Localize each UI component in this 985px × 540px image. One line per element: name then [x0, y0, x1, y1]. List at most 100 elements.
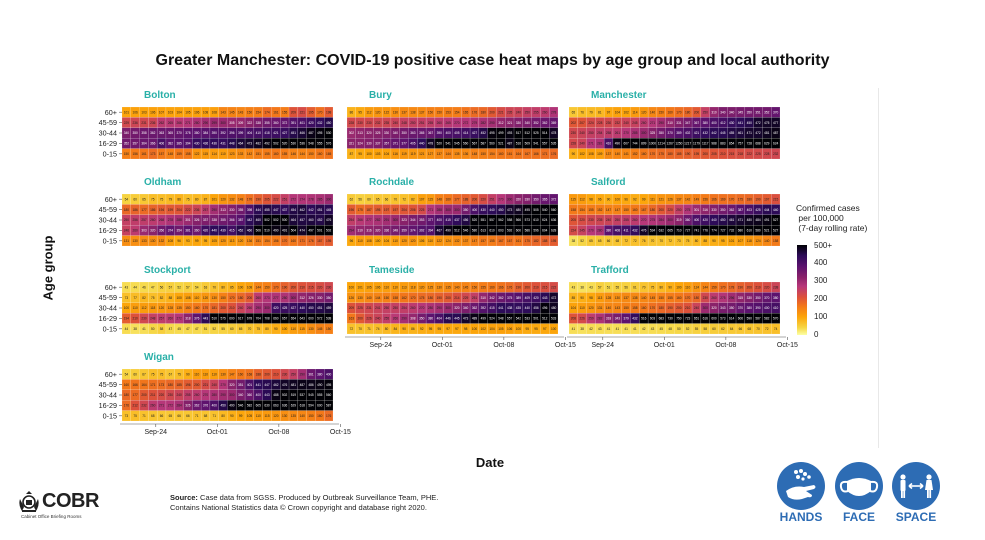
cell-value: 270 — [454, 121, 460, 125]
cell-value: 260 — [256, 296, 262, 300]
cell-value: 415 — [489, 306, 495, 310]
cell-value: 158 — [185, 152, 191, 156]
cell-value: 291 — [384, 218, 390, 222]
cell-value: 340 — [463, 306, 469, 310]
cell-value: 206 — [410, 208, 416, 212]
cell-value: 1214 — [658, 142, 665, 146]
cell-value: 256 — [133, 218, 139, 222]
cell-value: 510 — [212, 317, 218, 321]
cell-value: 200 — [676, 306, 682, 310]
cell-value: 147 — [472, 239, 478, 243]
cell-value: 600 — [308, 317, 314, 321]
cell-value: 210 — [133, 317, 139, 321]
cell-value: 492 — [264, 142, 270, 146]
cell-value: 262 — [159, 121, 165, 125]
heatmap-salford: 115 112 98 96 90 100 96 92 99 111 121 126 137 142 149 1… — [568, 193, 781, 247]
cell-value: 362 — [194, 404, 200, 408]
cell-value: 338 — [256, 121, 262, 125]
heatmap-wigan: 54 60 67 75 75 67 75 90 110 110 110 130 147 160 168 188… — [99, 368, 351, 436]
cell-value: 90 — [274, 327, 278, 331]
cell-value: 275 — [650, 218, 656, 222]
cell-value: 557 — [542, 142, 548, 146]
cell-value: 70 — [651, 239, 655, 243]
face-mask-icon — [835, 462, 883, 510]
cell-value: 460 — [247, 229, 253, 233]
cell-value: 557 — [489, 218, 495, 222]
cell-value: 442 — [247, 218, 253, 222]
cell-value: 322 — [247, 121, 253, 125]
cell-value: 200 — [489, 110, 495, 114]
cell-value: 60 — [367, 197, 371, 201]
cell-value: 55 — [221, 327, 225, 331]
cell-value: 90 — [402, 327, 406, 331]
cell-value: 369 — [551, 121, 557, 125]
cell-value: 215 — [308, 285, 314, 289]
cell-value: 560 — [463, 142, 469, 146]
cell-value: 300 — [264, 306, 270, 310]
cell-value: 387 — [738, 208, 744, 212]
cell-value: 320 — [454, 306, 460, 310]
cell-value: 490 — [273, 229, 279, 233]
cell-value: 236 — [150, 121, 156, 125]
cell-value: 150 — [428, 110, 434, 114]
cell-value: 97 — [543, 327, 547, 331]
cell-value: 440 — [525, 306, 531, 310]
y-tick-label: 0-15 — [103, 236, 117, 245]
cell-value: 180 — [168, 383, 174, 387]
cell-value: 431 — [220, 142, 226, 146]
cell-value: 520 — [282, 142, 288, 146]
cell-value: 170 — [282, 239, 288, 243]
cell-value: 320 — [366, 131, 372, 135]
cell-value: 280 — [282, 296, 288, 300]
cell-value: 41 — [624, 327, 628, 331]
cell-value: 491 — [282, 229, 288, 233]
cell-value: 154 — [256, 110, 262, 114]
cell-value: 404 — [437, 317, 443, 321]
cell-value: 142 — [685, 197, 691, 201]
cell-value: 487 — [300, 383, 306, 387]
cell-value: 160 — [667, 110, 673, 114]
cell-value: 180 — [650, 208, 656, 212]
cell-value: 600 — [516, 229, 522, 233]
cell-value: 270 — [220, 383, 226, 387]
cell-value: 43 — [572, 285, 576, 289]
cell-value: 50 — [151, 327, 155, 331]
cell-value: 250 — [615, 218, 621, 222]
cell-value: 141 — [623, 152, 629, 156]
cell-value: 190 — [256, 197, 262, 201]
cell-value: 88 — [703, 239, 707, 243]
cell-value: 57 — [169, 285, 173, 289]
cell-value: 194 — [159, 208, 165, 212]
cell-value: 110 — [291, 327, 296, 331]
cell-value: 235 — [507, 110, 513, 114]
cell-value: 384 — [203, 131, 209, 135]
cell-value: 113 — [402, 285, 407, 289]
cell-value: 95 — [534, 327, 538, 331]
cell-value: 502 — [282, 393, 288, 397]
cell-value: 176 — [551, 152, 557, 156]
cell-value: 300 — [641, 131, 647, 135]
cell-value: 582 — [764, 317, 770, 321]
cell-value: 125 — [428, 285, 434, 289]
cell-value: 200 — [445, 296, 451, 300]
cell-value: 66 — [385, 197, 389, 201]
cell-value: 72 — [668, 239, 672, 243]
cell-value: 137 — [419, 110, 425, 114]
cell-value: 248 — [401, 121, 407, 125]
cell-value: 442 — [711, 131, 717, 135]
heatmap-cell — [183, 389, 193, 401]
cell-value: 390 — [437, 131, 443, 135]
cell-value: 115 — [571, 197, 576, 201]
cell-value: 300 — [326, 197, 332, 201]
cell-value: 883 — [720, 142, 726, 146]
cell-value: 105 — [366, 285, 372, 289]
legend-tick: 100 — [814, 312, 828, 321]
cell-value: 52 — [580, 239, 584, 243]
heatmap-cell — [630, 235, 640, 247]
cell-value: 401 — [247, 383, 253, 387]
cell-value: 606 — [738, 317, 744, 321]
cell-value: 131 — [124, 239, 130, 243]
cell-value: 107 — [738, 239, 744, 243]
cell-value: 370 — [176, 131, 182, 135]
cell-value: 320 — [375, 229, 381, 233]
